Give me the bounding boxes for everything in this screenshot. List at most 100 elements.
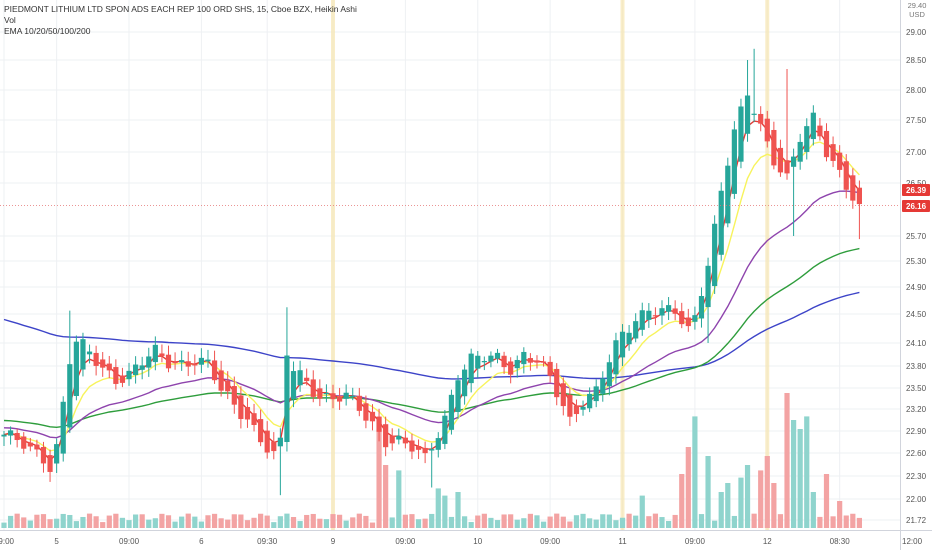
candle[interactable] [527,358,533,363]
volume-bar[interactable] [692,416,698,528]
volume-bar[interactable] [264,515,270,528]
volume-bar[interactable] [290,517,297,528]
candle[interactable] [93,352,99,366]
candle[interactable] [534,360,540,363]
volume-bar[interactable] [639,495,645,528]
candle[interactable] [34,444,40,450]
candle[interactable] [330,393,336,400]
candle[interactable] [567,394,573,417]
volume-bar[interactable] [843,515,849,528]
candle[interactable] [383,424,389,448]
candle[interactable] [600,378,606,394]
volume-bar[interactable] [672,514,678,528]
volume-bar[interactable] [258,513,264,528]
volume-bar[interactable] [139,514,145,528]
candle[interactable] [343,392,349,399]
volume-bar[interactable] [27,520,33,528]
volume-bar[interactable] [810,492,816,528]
candle[interactable] [133,364,139,376]
volume-bar[interactable] [317,518,323,528]
candle[interactable] [238,395,244,420]
volume-bar[interactable] [646,516,652,528]
candle[interactable] [587,393,593,409]
volume-bar[interactable] [744,465,751,528]
volume-bar[interactable] [146,519,152,528]
volume-bar[interactable] [587,518,593,528]
volume-bar[interactable] [534,515,540,528]
candle[interactable] [185,361,191,367]
candle[interactable] [422,447,428,454]
candle[interactable] [264,430,270,453]
candle[interactable] [86,351,93,355]
candle[interactable] [258,419,264,443]
candle[interactable] [771,129,777,166]
volume-bar[interactable] [606,514,612,528]
volume-bar[interactable] [238,514,244,528]
volume-bar[interactable] [731,515,737,528]
volume-bar[interactable] [218,518,224,528]
volume-bar[interactable] [540,521,547,528]
candle[interactable] [310,379,316,397]
candle[interactable] [856,187,862,205]
candle[interactable] [119,375,126,383]
candle[interactable] [304,377,310,382]
volume-bar[interactable] [67,514,73,528]
candle[interactable] [106,363,112,371]
volume-bar[interactable] [356,513,362,528]
volume-bar[interactable] [271,522,277,528]
volume-bar[interactable] [179,516,185,528]
volume-bar[interactable] [350,517,356,528]
volume-indicator-label[interactable]: Vol [4,15,16,25]
volume-bar[interactable] [547,516,553,528]
volume-bar[interactable] [343,520,349,528]
volume-bar[interactable] [850,513,856,528]
volume-bar[interactable] [448,516,455,528]
candle[interactable] [731,129,737,194]
candle[interactable] [744,95,751,134]
volume-bar[interactable] [758,470,764,528]
candle[interactable] [593,386,599,402]
candle[interactable] [297,370,303,386]
volume-bar[interactable] [244,520,251,528]
candle[interactable] [146,356,152,368]
volume-bar[interactable] [784,393,790,528]
volume-bar[interactable] [442,495,448,528]
volume-bar[interactable] [626,513,632,528]
candle[interactable] [797,141,803,162]
candle[interactable] [738,106,744,162]
candle[interactable] [580,406,586,410]
volume-bar[interactable] [126,520,132,528]
volume-bar[interactable] [613,520,619,528]
volume-bar[interactable] [310,513,316,528]
candle[interactable] [271,441,277,452]
candle[interactable] [468,353,474,384]
volume-bar[interactable] [277,516,283,528]
volume-bar[interactable] [679,474,685,528]
volume-bar[interactable] [619,517,626,528]
volume-bar[interactable] [422,518,428,528]
candle[interactable] [389,435,395,444]
candle[interactable] [205,359,211,362]
candle[interactable] [784,160,790,174]
candle[interactable] [172,361,178,364]
volume-bar[interactable] [402,514,408,528]
candle[interactable] [1,434,7,437]
candle[interactable] [692,315,698,322]
candle[interactable] [244,406,251,420]
candle[interactable] [284,355,290,442]
volume-bar[interactable] [665,521,672,528]
candle[interactable] [323,392,330,395]
candle[interactable] [290,371,297,399]
candle[interactable] [139,365,145,370]
candle[interactable] [633,321,639,339]
volume-bar[interactable] [718,492,724,528]
volume-bar[interactable] [21,517,27,528]
volume-bar[interactable] [1,522,7,528]
volume-bar[interactable] [330,514,336,528]
volume-bar[interactable] [34,514,40,528]
candle[interactable] [646,310,652,320]
volume-bar[interactable] [501,514,507,528]
candle[interactable] [429,449,435,451]
candle[interactable] [850,175,856,201]
candle[interactable] [363,403,369,421]
